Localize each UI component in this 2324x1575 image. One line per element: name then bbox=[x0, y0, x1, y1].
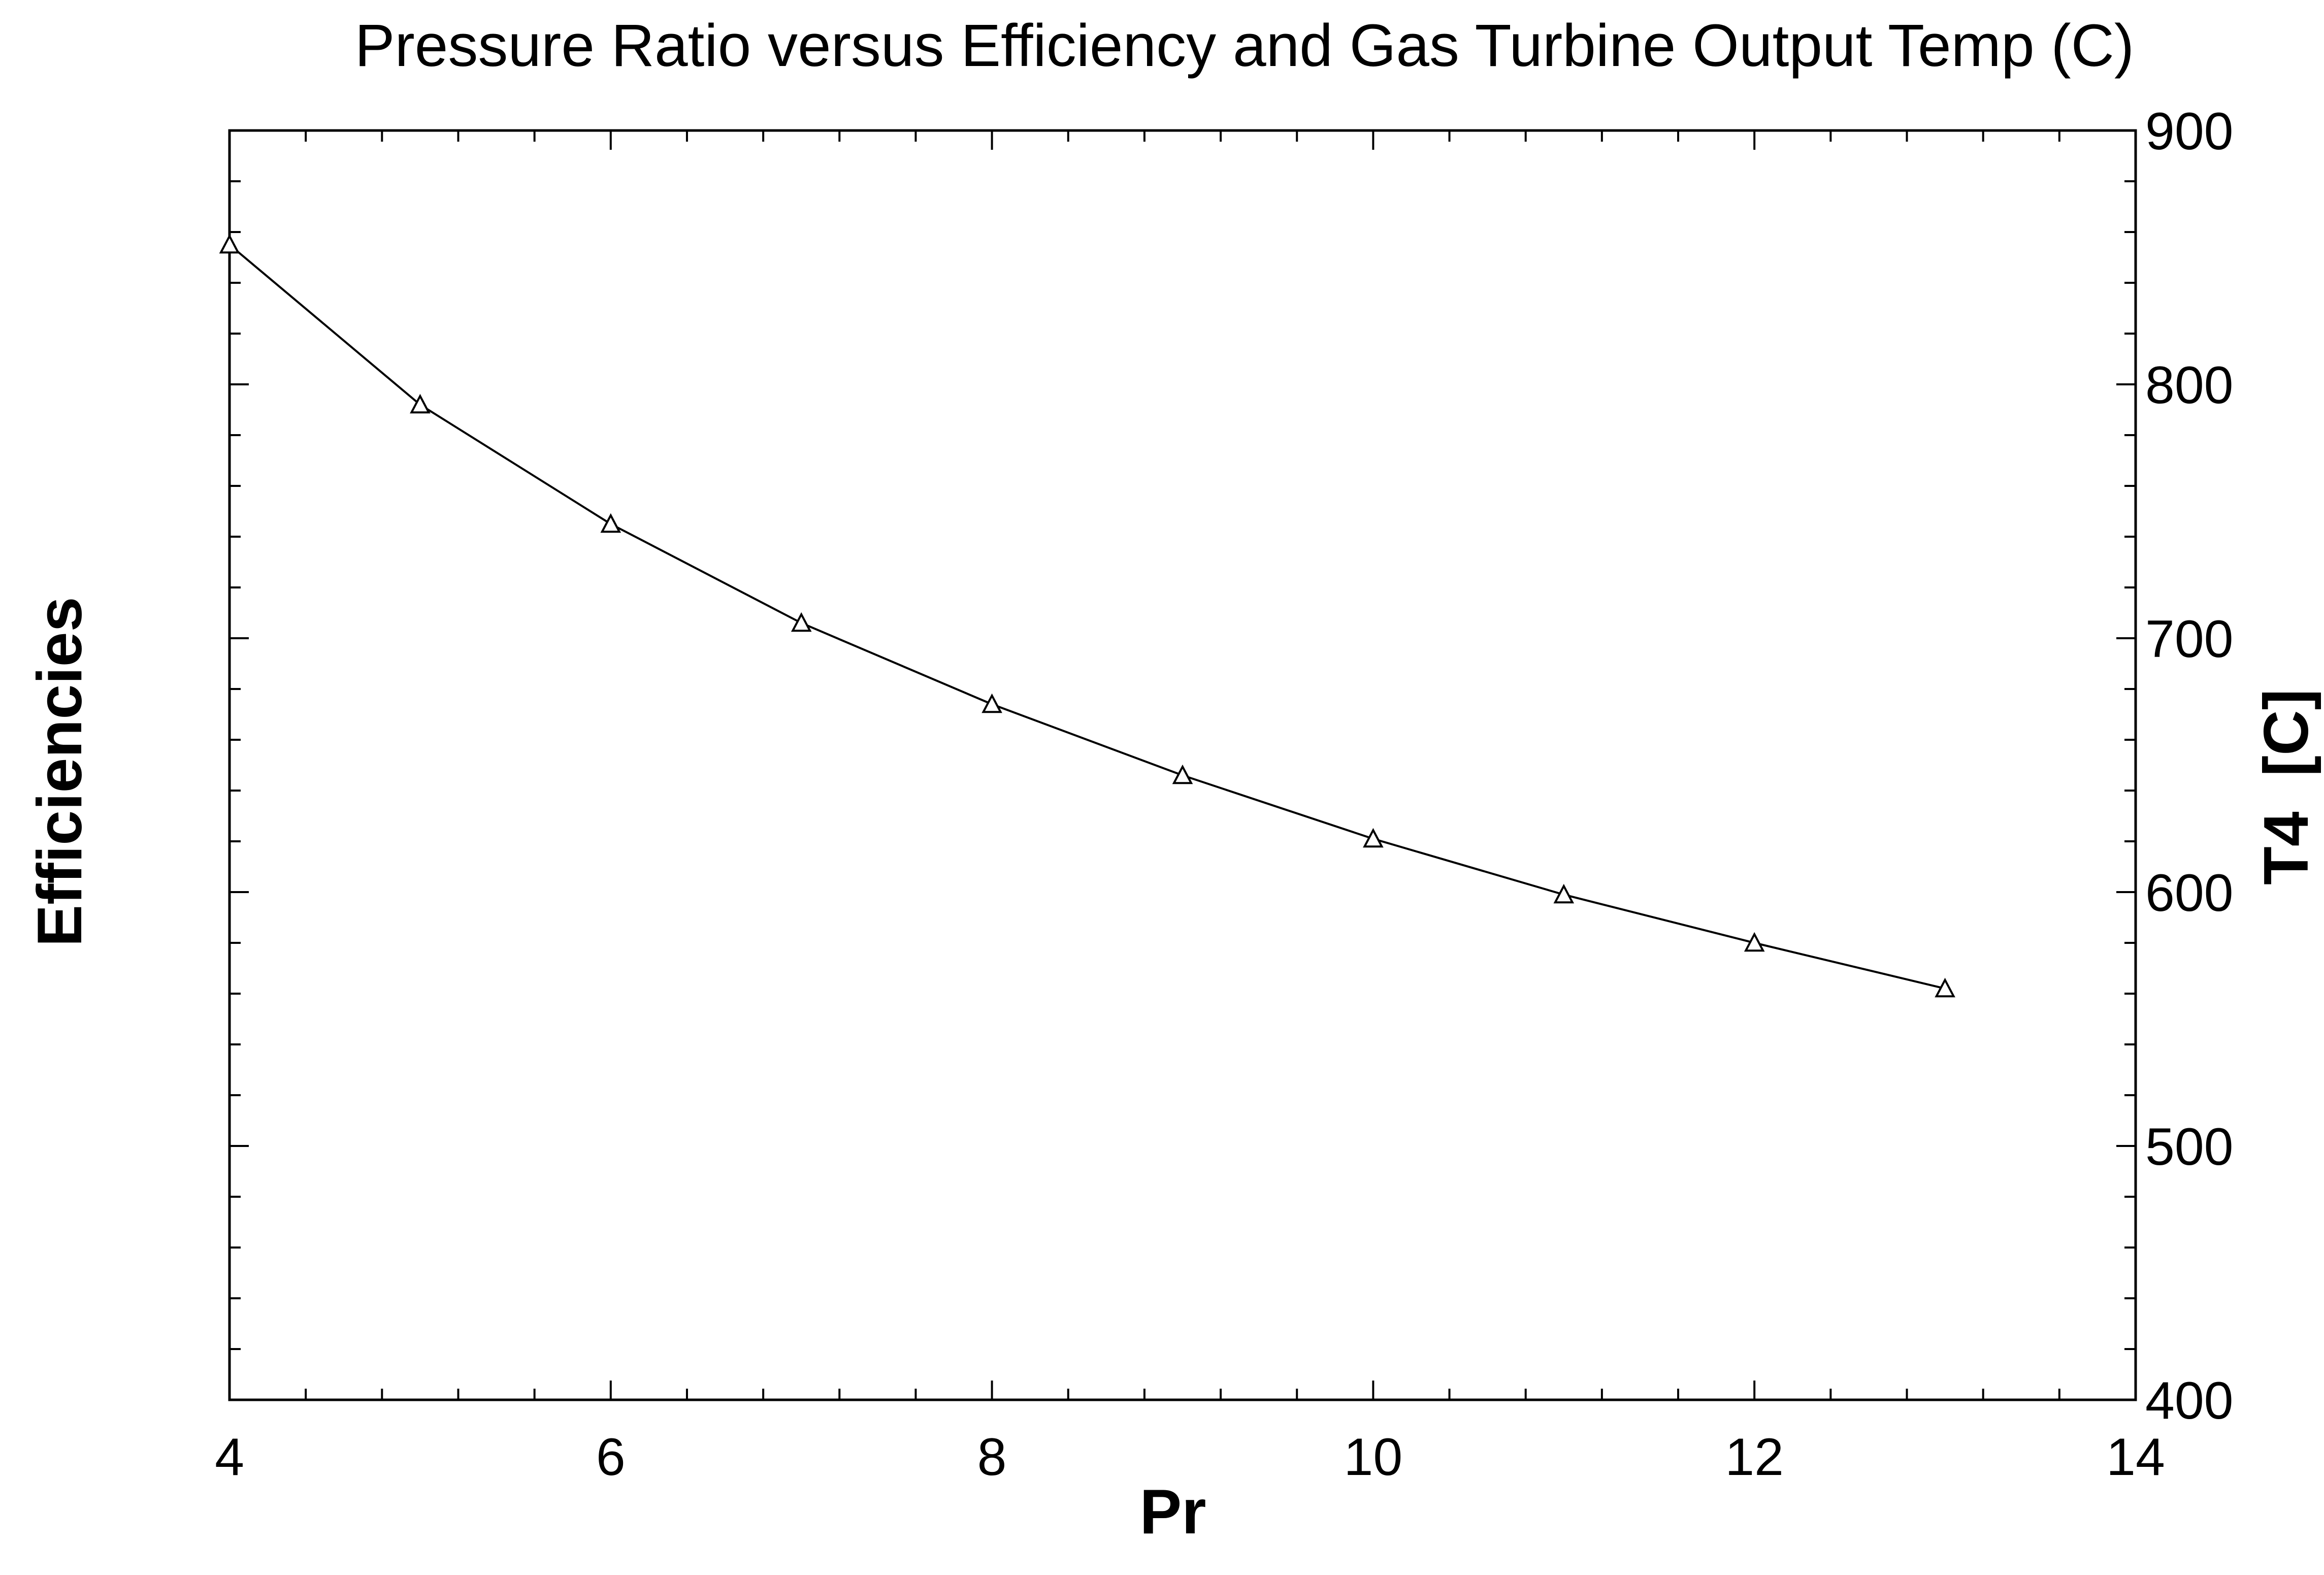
data-point-triangle bbox=[410, 393, 431, 414]
y-right-tick-label: 600 bbox=[2145, 864, 2234, 923]
series-line bbox=[228, 244, 1946, 990]
x-tick-label: 6 bbox=[596, 1428, 626, 1487]
y-right-axis-tick-labels: 400 500 600 700 800 900 bbox=[2145, 102, 2234, 1430]
plot-frame bbox=[228, 129, 2137, 1401]
chart-title: Pressure Ratio versus Efficiency and Gas… bbox=[355, 12, 2134, 79]
x-tick-label: 10 bbox=[1344, 1428, 1403, 1487]
x-tick-label: 4 bbox=[215, 1428, 244, 1487]
y-right-tick-label: 400 bbox=[2145, 1371, 2234, 1430]
x-axis-label: Pr bbox=[1140, 1477, 1206, 1547]
data-point-triangle bbox=[791, 612, 812, 632]
x-tick-label: 12 bbox=[1725, 1428, 1784, 1487]
data-point-triangle bbox=[1172, 764, 1193, 784]
y-right-tick-label: 500 bbox=[2145, 1118, 2234, 1176]
series-layer bbox=[219, 234, 1955, 998]
y-left-axis-label: Efficiencies bbox=[25, 597, 95, 946]
y-right-axis-label: T4 [C] bbox=[2251, 689, 2321, 885]
x-tick-label: 8 bbox=[977, 1428, 1007, 1487]
data-point-triangle bbox=[981, 693, 1002, 713]
x-tick-label: 14 bbox=[2106, 1428, 2165, 1487]
x-axis-tick-labels: 4 6 8 10 12 14 bbox=[215, 1428, 2165, 1487]
data-point-triangle bbox=[219, 234, 240, 254]
y-right-tick-label: 700 bbox=[2145, 610, 2234, 669]
data-point-triangle bbox=[1935, 977, 1955, 998]
y-right-tick-label: 900 bbox=[2145, 102, 2234, 161]
data-point-triangle bbox=[1744, 932, 1765, 952]
data-point-triangle bbox=[1553, 883, 1575, 904]
y-right-tick-label: 800 bbox=[2145, 356, 2234, 415]
data-point-triangle bbox=[600, 513, 621, 533]
data-point-triangle bbox=[1363, 828, 1384, 848]
x-axis-ticks bbox=[228, 130, 2137, 1400]
y-axis-ticks bbox=[230, 129, 2136, 1401]
